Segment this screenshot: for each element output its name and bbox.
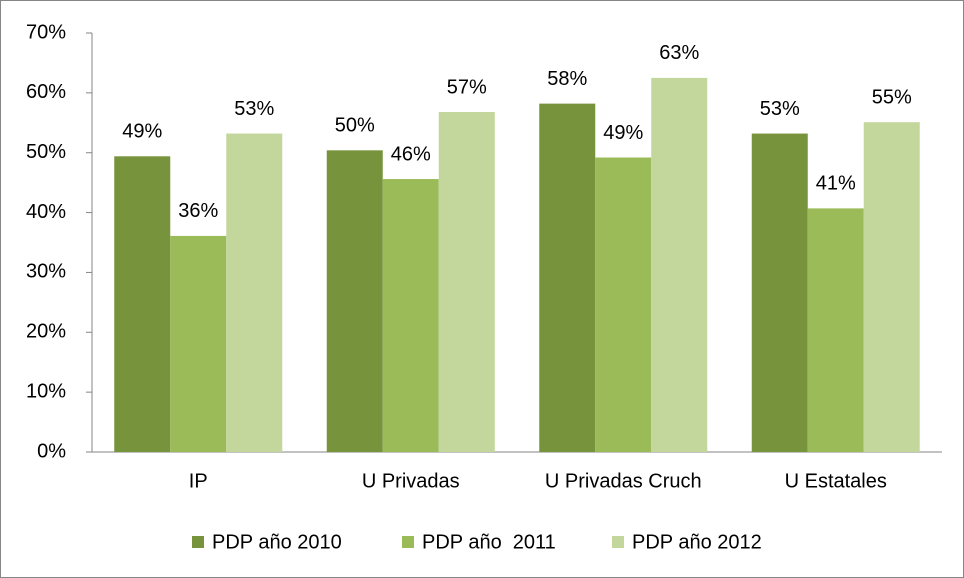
- data-label: 53%: [760, 98, 800, 120]
- data-label: 41%: [816, 173, 856, 195]
- y-tick-label: 10%: [26, 380, 66, 402]
- legend-label: PDP año 2012: [632, 531, 762, 553]
- bar: [382, 179, 439, 452]
- bar: [863, 122, 920, 453]
- bar: [751, 133, 808, 452]
- data-label: 63%: [659, 42, 699, 64]
- data-label: 57%: [447, 76, 487, 98]
- bar: [651, 77, 708, 453]
- y-tick-label: 30%: [26, 261, 66, 283]
- bar: [539, 103, 596, 452]
- x-tick-label: IP: [189, 470, 208, 492]
- data-label: 36%: [178, 200, 218, 222]
- data-label: 50%: [335, 115, 375, 137]
- legend-label: PDP año 2011: [422, 531, 556, 553]
- bar: [170, 235, 227, 452]
- bar: [114, 156, 171, 452]
- data-label: 49%: [122, 121, 162, 143]
- legend-swatch: [192, 536, 204, 548]
- legend-swatch: [402, 536, 414, 548]
- x-tick-label: U Privadas Cruch: [545, 470, 702, 492]
- bar: [326, 150, 383, 452]
- legend-swatch: [612, 536, 624, 548]
- y-tick-label: 60%: [26, 81, 66, 103]
- y-tick-label: 70%: [26, 21, 66, 43]
- x-tick-label: U Privadas: [362, 470, 460, 492]
- bar: [595, 157, 652, 452]
- data-label: 46%: [391, 143, 431, 165]
- y-tick-label: 20%: [26, 321, 66, 343]
- y-tick-label: 40%: [26, 201, 66, 223]
- data-label: 53%: [234, 98, 274, 120]
- legend-label: PDP año 2010: [212, 531, 342, 553]
- x-tick-label: U Estatales: [785, 470, 887, 492]
- bar: [226, 133, 283, 452]
- bar: [807, 208, 864, 452]
- data-label: 55%: [872, 86, 912, 108]
- y-tick-label: 0%: [37, 440, 66, 462]
- bar: [438, 112, 495, 453]
- y-tick-label: 50%: [26, 141, 66, 163]
- data-label: 58%: [547, 68, 587, 90]
- data-label: 49%: [603, 122, 643, 144]
